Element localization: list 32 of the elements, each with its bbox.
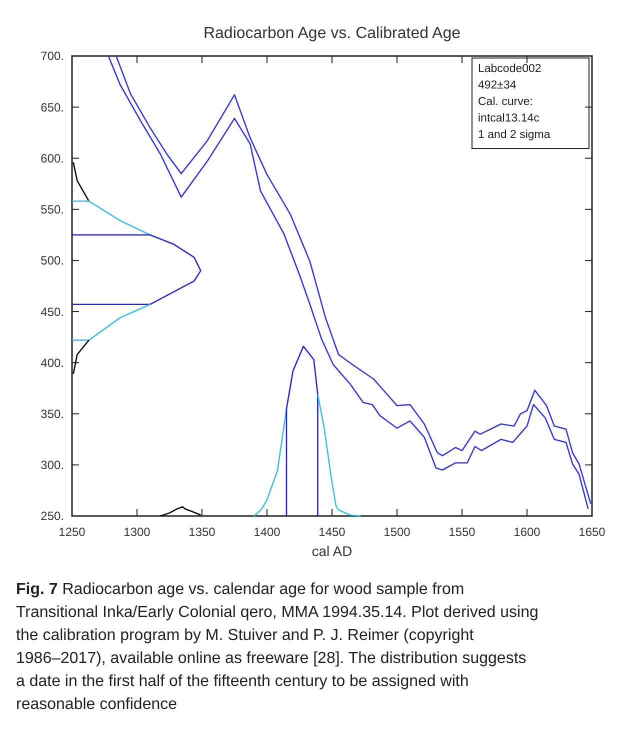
line-series: [160, 506, 202, 517]
y-tick-label: 500.: [40, 254, 64, 268]
x-tick-label: 1300: [124, 525, 151, 539]
y-tick-label: 550.: [40, 202, 64, 217]
y-tick-label: 400.: [40, 356, 64, 370]
y-tick-label: 650.: [40, 100, 64, 114]
line-series: [286, 346, 318, 517]
annotation: intcal13.14c: [478, 112, 540, 124]
annotation: 492±34: [478, 80, 517, 92]
x-tick-label: 1650: [578, 525, 606, 539]
x-tick-label: 1600: [514, 525, 541, 539]
x-tick-label: 1500: [384, 525, 411, 539]
x-tick-label: 1450: [318, 525, 346, 539]
annotation: Cal. curve:: [478, 96, 533, 108]
x-axis-title: cal AD: [312, 543, 352, 559]
x-tick-label: 1350: [188, 525, 216, 539]
y-tick-label: 250.: [40, 509, 64, 524]
chart-title: Radiocarbon Age vs. Calibrated Age: [203, 25, 461, 42]
annotation: Labcode002: [478, 63, 542, 75]
y-tick-label: 700.: [40, 49, 64, 64]
y-tick-label: 350.: [40, 406, 64, 421]
line-series: [71, 234, 202, 306]
y-tick-label: 450.: [40, 304, 64, 319]
x-tick-label: 1550: [448, 525, 476, 539]
y-tick-label: 600.: [40, 151, 64, 166]
annotation: 1 and 2 sigma: [478, 129, 551, 141]
line-series: [317, 394, 362, 517]
x-tick-label: 1400: [254, 525, 281, 539]
caption: Fig. 7: [16, 581, 62, 598]
y-tick-label: 300.: [40, 458, 64, 472]
x-tick-label: 1250: [58, 525, 86, 539]
line-series: [253, 408, 288, 517]
